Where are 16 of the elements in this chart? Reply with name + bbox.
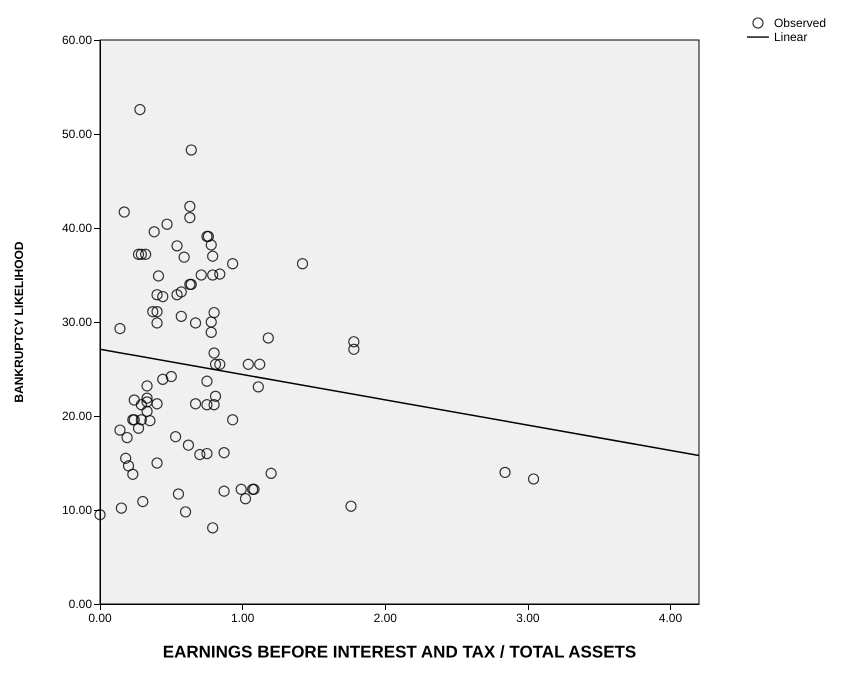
y-axis-title: BANKRUPTCY LIKELIHOOD xyxy=(12,241,26,403)
y-tick-label: 40.00 xyxy=(62,221,92,235)
legend-label: Observed xyxy=(774,16,826,30)
x-axis-title: EARNINGS BEFORE INTEREST AND TAX / TOTAL ASSETS xyxy=(162,642,636,662)
y-tick-label: 20.00 xyxy=(62,409,92,423)
y-tick-label: 50.00 xyxy=(62,127,92,141)
x-tick-label: 3.00 xyxy=(516,611,540,625)
x-tick-label: 4.00 xyxy=(658,611,682,625)
y-tick-label: 30.00 xyxy=(62,315,92,329)
y-tick-label: 60.00 xyxy=(62,33,92,47)
y-tick-label: 10.00 xyxy=(62,503,92,517)
x-tick-label: 1.00 xyxy=(230,611,255,625)
y-tick-label: 0.00 xyxy=(68,597,92,611)
legend-label: Linear xyxy=(774,30,808,44)
x-tick-label: 2.00 xyxy=(374,611,398,625)
x-tick-label: 0.00 xyxy=(88,611,112,625)
